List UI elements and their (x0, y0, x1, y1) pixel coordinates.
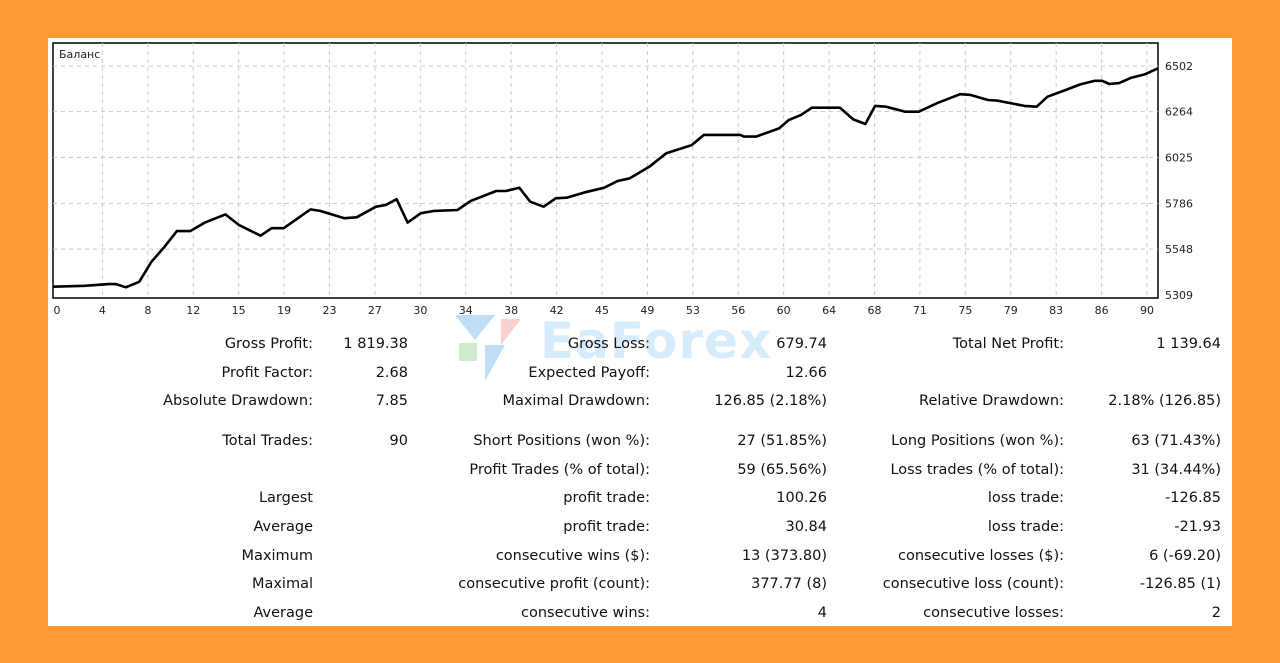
x-tick-label: 64 (822, 304, 836, 317)
stat-label-3: loss trade: (987, 490, 1064, 506)
stats-row: Profit Factor: 2.68 Expected Payoff: 12.66 (0, 365, 1280, 385)
x-tick-label: 71 (913, 304, 927, 317)
x-tick-label: 4 (99, 304, 106, 317)
balance-line (52, 67, 1159, 289)
stat-label-3: Long Positions (won %): (891, 433, 1064, 449)
stat-value-1: 90 (389, 433, 408, 449)
stat-label-1: Largest (258, 490, 313, 506)
stat-label-2: Profit Trades (% of total): (469, 462, 650, 478)
stat-value-3: -126.85 (1) (1139, 576, 1221, 592)
stat-label-3: Total Net Profit: (952, 336, 1064, 352)
stat-value-1: 2.68 (375, 365, 408, 381)
x-tick-label: 83 (1049, 304, 1063, 317)
x-tick-label: 30 (413, 304, 427, 317)
stat-value-2: 13 (373.80) (741, 548, 827, 564)
x-tick-label: 49 (640, 304, 654, 317)
eaforex-logo-icon (455, 315, 521, 381)
stat-label-3: consecutive losses ($): (897, 548, 1064, 564)
stat-value-3: -21.93 (1174, 519, 1221, 535)
stat-label-3: Loss trades (% of total): (890, 462, 1064, 478)
stats-row: Largest profit trade: 100.26 loss trade: -12… (0, 490, 1280, 510)
x-tick-label: 75 (958, 304, 972, 317)
stat-value-3: 2 (1211, 605, 1221, 621)
x-tick-label: 12 (186, 304, 200, 317)
stat-value-2: 377.77 (8) (751, 576, 827, 592)
x-tick-label: 15 (232, 304, 246, 317)
stat-label-3: loss trade: (987, 519, 1064, 535)
x-tick-label: 19 (277, 304, 291, 317)
stats-row: Absolute Drawdown: 7.85 Maximal Drawdown: 1… (0, 393, 1280, 413)
stat-label-2: profit trade: (563, 490, 650, 506)
x-tick-label: 53 (686, 304, 700, 317)
stats-row: Maximal consecutive profit (count): 377.77… (0, 576, 1280, 596)
balance-chart: 0 4 8 12 15 19 23 27 30 34 38 42 45 49 53 56 60 64 68 71 75 7… (52, 42, 1193, 317)
stat-value-2: 679.74 (776, 336, 827, 352)
stat-value-3: 2.18% (126.85) (1108, 393, 1221, 409)
stat-label-2: Short Positions (won %): (473, 433, 650, 449)
stat-label-2: profit trade: (563, 519, 650, 535)
stat-value-1: 7.85 (375, 393, 408, 409)
stat-label-3: Relative Drawdown: (919, 393, 1064, 409)
y-tick-label: 5548 (1165, 243, 1193, 256)
stat-label-1: Profit Factor: (221, 365, 313, 381)
stat-value-3: 6 (-69.20) (1149, 548, 1221, 564)
stat-value-2: 126.85 (2.18%) (714, 393, 827, 409)
stat-label-3: consecutive losses: (923, 605, 1064, 621)
x-tick-label: 23 (323, 304, 337, 317)
x-tick-label: 90 (1140, 304, 1154, 317)
x-tick-label: 79 (1004, 304, 1018, 317)
stat-value-3: -126.85 (1165, 490, 1221, 506)
stat-label-2: Gross Loss: (567, 336, 650, 352)
y-tick-label: 5309 (1165, 289, 1193, 302)
x-tick-label: 27 (368, 304, 382, 317)
x-tick-label: 38 (504, 304, 518, 317)
chart-title: Баланс (59, 48, 100, 61)
stat-value-3: 31 (34.44%) (1131, 462, 1221, 478)
stat-label-3: consecutive loss (count): (882, 576, 1064, 592)
stat-label-1: Gross Profit: (224, 336, 313, 352)
stat-label-2: Expected Payoff: (528, 365, 650, 381)
plot-frame (52, 42, 1159, 299)
stat-value-2: 12.66 (785, 365, 827, 381)
x-tick-label: 60 (777, 304, 791, 317)
stat-value-2: 27 (51.85%) (737, 433, 827, 449)
x-tick-label: 45 (595, 304, 609, 317)
stat-value-2: 59 (65.56%) (737, 462, 827, 478)
x-tick-label: 42 (550, 304, 564, 317)
stats-row: Average consecutive wins: 4 consecutive los… (0, 605, 1280, 625)
stats-row: Total Trades: 90 Short Positions (won %): 2… (0, 433, 1280, 453)
stat-label-1: Average (253, 519, 313, 535)
stat-label-1: Absolute Drawdown: (163, 393, 313, 409)
report-panel: 0 4 8 12 15 19 23 27 30 34 38 42 45 49 53 56 60 64 68 71 75 7… (48, 38, 1232, 626)
x-tick-label: 8 (144, 304, 151, 317)
y-tick-label: 5786 (1165, 197, 1193, 210)
x-tick-label: 0 (54, 304, 61, 317)
x-tick-label: 68 (868, 304, 882, 317)
stat-label-2: Maximal Drawdown: (502, 393, 650, 409)
x-tick-label: 56 (731, 304, 745, 317)
stat-label-2: consecutive wins ($): (495, 548, 650, 564)
stat-label-2: consecutive profit (count): (458, 576, 650, 592)
stats-row: Profit Trades (% of total): 59 (65.56%) Lo… (0, 462, 1280, 482)
stat-value-3: 63 (71.43%) (1131, 433, 1221, 449)
stats-row: Average profit trade: 30.84 loss trade: -21.… (0, 519, 1280, 539)
stat-value-2: 30.84 (785, 519, 827, 535)
stat-value-1: 1 819.38 (343, 336, 408, 352)
stats-row: Maximum consecutive wins ($): 13 (373.80) c… (0, 548, 1280, 568)
stat-label-1: Total Trades: (222, 433, 313, 449)
stat-value-3: 1 139.64 (1156, 336, 1221, 352)
x-tick-label: 34 (459, 304, 473, 317)
y-tick-label: 6502 (1165, 60, 1193, 73)
stat-label-1: Average (253, 605, 313, 621)
x-tick-label: 86 (1095, 304, 1109, 317)
y-tick-label: 6264 (1165, 106, 1193, 119)
stat-label-1: Maximal (251, 576, 313, 592)
stat-value-2: 100.26 (776, 490, 827, 506)
y-tick-label: 6025 (1165, 152, 1193, 165)
stat-label-2: consecutive wins: (520, 605, 650, 621)
stats-row: Gross Profit: 1 819.38 Gross Loss: 679.74 To… (0, 336, 1280, 356)
stat-value-2: 4 (817, 605, 827, 621)
stat-label-1: Maximum (241, 548, 313, 564)
